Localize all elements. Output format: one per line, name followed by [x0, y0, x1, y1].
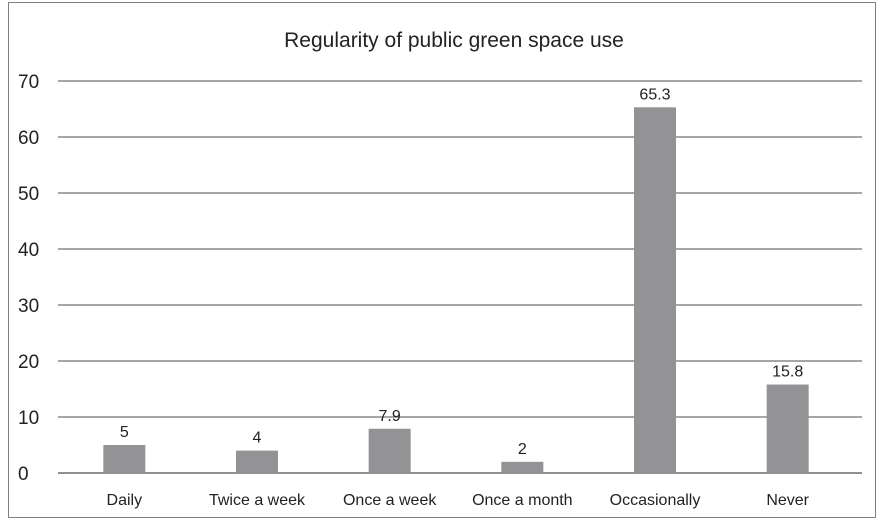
data-label: 7.9	[379, 408, 401, 425]
gridlines	[58, 80, 862, 474]
x-axis-ticks: Daily Twice a week Once a week Once a month…	[107, 492, 810, 509]
chart-frame	[8, 2, 876, 518]
x-tick-label: Occasionally	[610, 492, 701, 509]
data-label: 2	[518, 441, 527, 458]
bar-1	[236, 450, 278, 473]
data-label: 4	[253, 430, 262, 447]
bar-3	[501, 461, 544, 473]
y-tick-label: 40	[18, 240, 39, 261]
y-tick-label: 70	[18, 72, 39, 93]
x-tick-label: Daily	[107, 492, 143, 509]
bars	[103, 107, 809, 473]
x-tick-label: Never	[766, 492, 809, 509]
bar-2	[368, 428, 411, 473]
y-tick-label: 30	[18, 296, 39, 317]
y-tick-label: 60	[18, 128, 39, 149]
data-label: 65.3	[639, 86, 670, 103]
x-tick-label: Once a month	[472, 492, 573, 509]
y-tick-label: 50	[18, 184, 39, 205]
y-tick-label: 10	[18, 408, 39, 429]
bar-0	[103, 445, 146, 473]
data-label: 5	[120, 424, 129, 441]
data-label: 15.8	[772, 364, 803, 381]
x-tick-label: Twice a week	[209, 492, 306, 509]
data-labels: 5 4 7.9 2 65.3 15.8	[120, 86, 803, 457]
y-tick-label: 0	[18, 464, 29, 485]
y-tick-label: 20	[18, 352, 39, 373]
y-axis-ticks: 0 10 20 30 40 50 60 70	[18, 72, 39, 485]
chart-title: Regularity of public green space use	[284, 29, 624, 52]
bar-4	[634, 107, 676, 473]
x-tick-label: Once a week	[343, 492, 437, 509]
bar-5	[766, 384, 809, 473]
